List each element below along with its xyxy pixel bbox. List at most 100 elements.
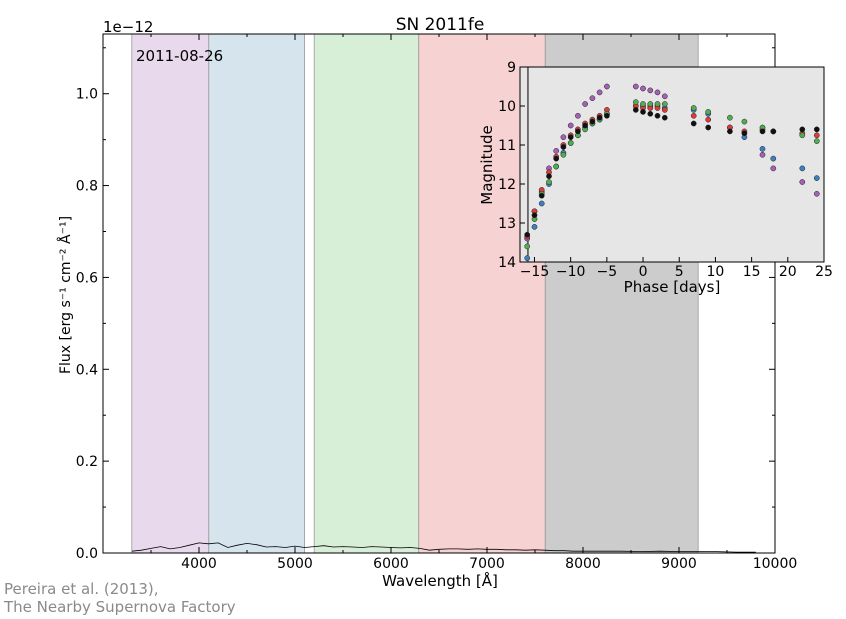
y-tick-label: 0.0 — [76, 546, 98, 562]
spectrum-line-group — [131, 542, 756, 553]
light-curve-point-series-1 — [596, 89, 603, 96]
x-tick-label: 4000 — [181, 556, 217, 572]
spectrum-x-ticks: 4000 5000 6000 7000 8000 9000 10000 — [150, 34, 798, 572]
inset-y-axis-label: Magnitude — [478, 125, 496, 204]
inset-x-axis-label: Phase [days] — [624, 278, 721, 296]
light-curve-point-series-4 — [813, 138, 820, 144]
inset-x-tick-label: 20 — [779, 264, 797, 280]
light-curve-point-series-5 — [654, 112, 661, 119]
inset-y-ticks: 9 10 11 12 13 14 — [498, 60, 525, 271]
x-tick-label: 10000 — [753, 556, 798, 572]
light-curve-point-series-5 — [604, 112, 610, 119]
inset-x-tick-label: −15 — [520, 264, 550, 280]
y-tick-label: 0.4 — [76, 362, 98, 378]
x-tick-label: 6000 — [373, 556, 409, 572]
inset-x-ticks: −15 −10 −5 0 5 10 15 20 25 — [520, 257, 833, 280]
credit-line-1: Pereira et al. (2013), — [4, 580, 159, 598]
light-curve-point-series-4 — [741, 118, 748, 125]
light-curve-point-series-5 — [690, 120, 697, 127]
light-curve-point-series-4 — [560, 151, 567, 158]
light-curve-point-series-4 — [654, 101, 661, 107]
inset-y-tick-label: 10 — [498, 99, 516, 115]
light-curve-point-series-5 — [553, 155, 560, 162]
light-curve-point-series-3 — [661, 107, 668, 113]
light-curve-point-series-1 — [799, 179, 806, 185]
light-curve-point-series-4 — [632, 99, 639, 105]
light-curve-point-series-2 — [799, 165, 806, 172]
light-curve-point-series-4 — [705, 109, 712, 115]
light-curve-point-series-2 — [813, 175, 820, 181]
x-tick-label: 5000 — [277, 556, 313, 572]
x-axis-label: Wavelength [Å] — [382, 571, 498, 590]
light-curve-point-series-3 — [690, 112, 697, 119]
x-tick-label: 8000 — [565, 556, 601, 572]
y-offset-label: 1e−12 — [103, 18, 153, 36]
light-curve-point-series-3 — [813, 132, 820, 139]
light-curve-point-series-5 — [759, 128, 766, 135]
light-curve-point-series-4 — [567, 140, 574, 146]
light-curve-point-series-4 — [524, 243, 531, 250]
light-curve-point-series-5 — [647, 110, 654, 117]
credit-line-2: The Nearby Supernova Factory — [4, 598, 236, 616]
light-curve-point-series-1 — [604, 83, 610, 90]
inset-x-tick-label: 15 — [743, 264, 761, 280]
light-curve-point-series-1 — [560, 134, 567, 141]
light-curve-point-series-5 — [567, 134, 574, 141]
filter-band-2 — [208, 33, 306, 554]
x-tick-label: 9000 — [661, 556, 697, 572]
light-curve-point-series-4 — [640, 101, 646, 107]
inset-y-tick-label: 14 — [498, 255, 516, 271]
inset-background — [519, 66, 825, 263]
y-tick-label: 0.6 — [76, 270, 98, 286]
y-tick-label: 0.8 — [76, 179, 98, 195]
light-curve-point-series-5 — [560, 144, 567, 150]
y-tick-label: 0.2 — [76, 454, 98, 470]
light-curve-point-series-5 — [546, 173, 552, 180]
light-curve-point-series-5 — [640, 109, 646, 115]
chart-title: SN 2011fe — [396, 15, 485, 35]
light-curve-point-series-1 — [632, 83, 639, 90]
light-curve-point-series-5 — [524, 231, 531, 238]
light-curve-point-series-5 — [538, 192, 545, 199]
light-curve-point-series-5 — [575, 128, 581, 135]
light-curve-point-series-2 — [759, 146, 766, 152]
light-curve-point-series-5 — [582, 122, 588, 129]
light-curve-point-series-5 — [589, 118, 596, 125]
inset-y-tick-label: 11 — [498, 138, 516, 154]
light-curve-point-series-1 — [640, 85, 646, 92]
x-tick-label: 7000 — [469, 556, 505, 572]
light-curve-point-series-4 — [661, 101, 668, 107]
inset-x-tick-label: 10 — [707, 264, 725, 280]
light-curve-point-series-4 — [546, 179, 552, 185]
light-curve-point-series-5 — [531, 212, 538, 219]
light-curve-point-series-5 — [813, 126, 820, 133]
light-curve-point-series-1 — [759, 151, 766, 158]
light-curve-point-series-1 — [661, 93, 668, 100]
light-curve-point-series-3 — [705, 116, 712, 123]
light-curve-point-series-1 — [582, 101, 588, 107]
filter-band-3 — [313, 33, 420, 554]
light-curve-point-series-4 — [690, 105, 697, 111]
light-curve-point-series-1 — [567, 122, 574, 129]
light-curve-point-series-5 — [705, 124, 712, 131]
light-curve-point-series-1 — [553, 148, 560, 154]
light-curve-point-series-2 — [531, 224, 538, 230]
light-curve-point-series-5 — [661, 114, 668, 121]
inset-y-tick-label: 12 — [498, 177, 516, 193]
light-curve-point-series-1 — [575, 112, 581, 119]
light-curve-point-series-1 — [813, 190, 820, 197]
light-curve-point-series-2 — [538, 200, 545, 207]
light-curve-point-series-5 — [596, 114, 603, 121]
light-curve-point-series-1 — [647, 87, 654, 94]
inset-y-tick-label: 13 — [498, 216, 516, 232]
light-curve-point-series-4 — [647, 101, 654, 107]
filter-band-1 — [131, 33, 210, 554]
inset-x-tick-label: 0 — [639, 264, 648, 280]
light-curve-point-series-1 — [654, 89, 661, 96]
spectrum-line — [131, 542, 756, 553]
light-curve-point-series-5 — [770, 128, 777, 135]
filter-bands — [131, 33, 699, 554]
light-curve-points — [524, 83, 820, 261]
y-tick-label: 1.0 — [76, 87, 98, 103]
